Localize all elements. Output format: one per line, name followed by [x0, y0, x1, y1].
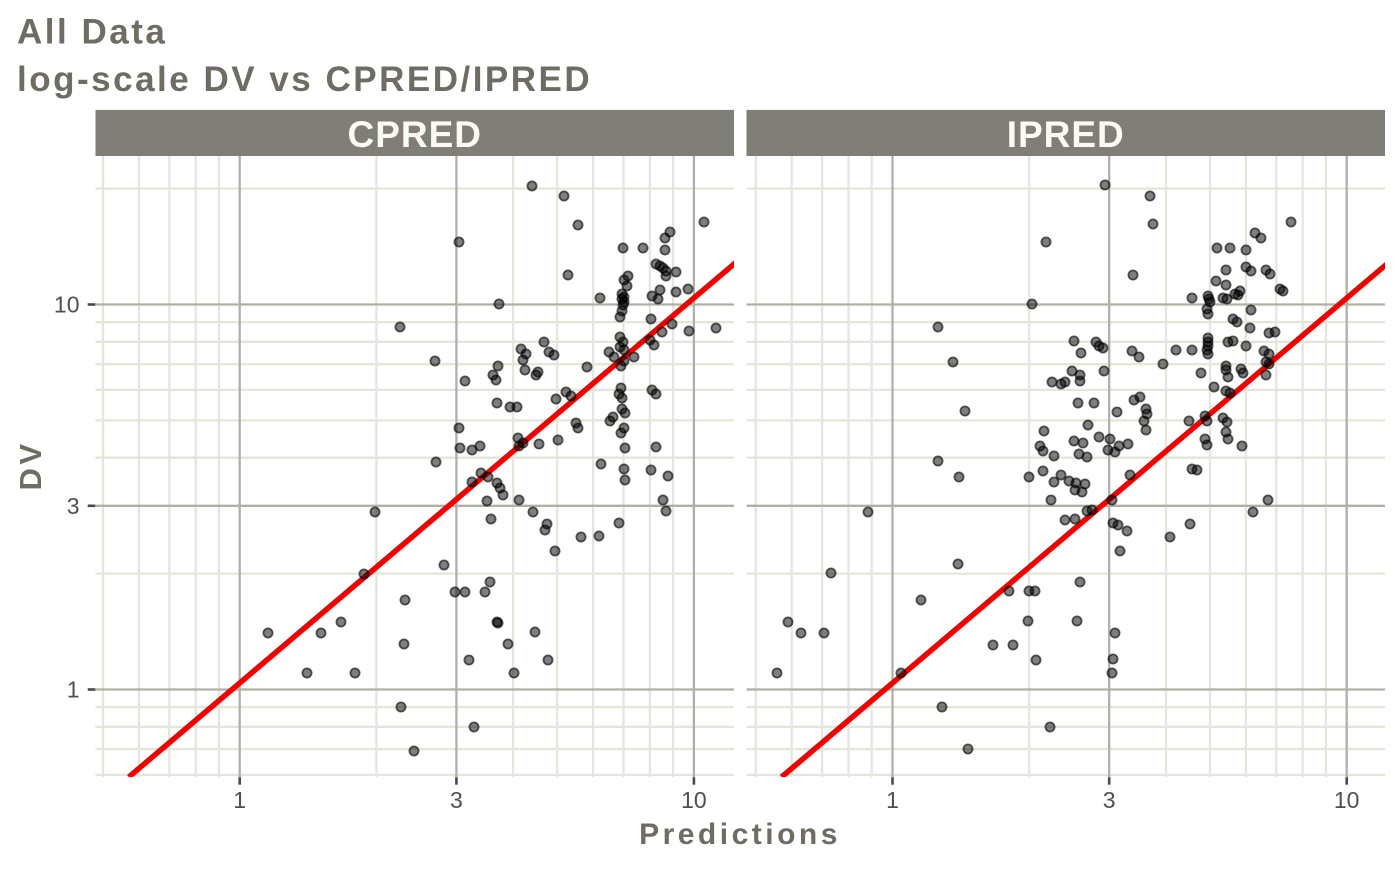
svg-text:1: 1 — [67, 677, 80, 703]
svg-text:3: 3 — [1103, 787, 1116, 813]
svg-text:1: 1 — [886, 787, 899, 813]
svg-text:All Data: All Data — [17, 13, 167, 52]
svg-text:DV: DV — [13, 440, 48, 490]
svg-text:CPRED: CPRED — [347, 114, 482, 155]
svg-text:10: 10 — [1334, 787, 1360, 813]
svg-text:log-scale DV vs CPRED/IPRED: log-scale DV vs CPRED/IPRED — [17, 60, 592, 99]
svg-text:1: 1 — [233, 787, 246, 813]
svg-text:3: 3 — [450, 787, 463, 813]
svg-text:IPRED: IPRED — [1007, 114, 1125, 155]
svg-text:10: 10 — [681, 787, 707, 813]
svg-text:10: 10 — [54, 292, 80, 318]
svg-text:3: 3 — [67, 493, 80, 519]
svg-text:Predictions: Predictions — [639, 818, 841, 851]
